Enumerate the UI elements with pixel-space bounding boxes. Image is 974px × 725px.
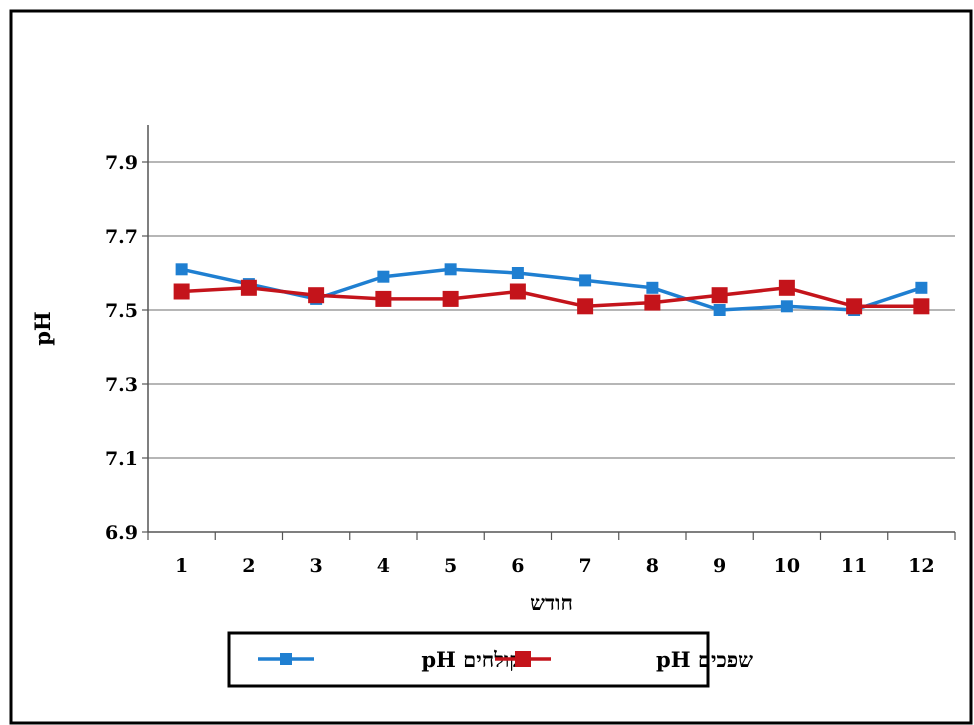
y-tick-label: 7.5 <box>105 300 138 322</box>
y-tick-label: 7.3 <box>105 374 138 396</box>
x-tick-label: 1 <box>175 555 188 577</box>
data-point <box>511 267 524 279</box>
x-tick-label: 9 <box>713 555 726 577</box>
x-tick-label: 12 <box>908 555 934 577</box>
y-tick-label: 6.9 <box>105 522 138 544</box>
data-point <box>846 298 863 315</box>
legend-items: pH קולחים pH שפכים <box>258 647 753 672</box>
y-tick-label: 7.7 <box>105 226 138 248</box>
data-point <box>240 279 257 296</box>
data-point <box>173 283 190 300</box>
x-axis-title: חודש <box>530 590 573 615</box>
data-point <box>577 298 594 315</box>
data-point <box>644 294 661 311</box>
series-line <box>181 267 922 312</box>
y-tick-label: 7.1 <box>105 448 138 470</box>
data-point <box>579 274 592 287</box>
x-tick-label: 6 <box>511 555 524 577</box>
data-point <box>778 279 795 296</box>
data-point <box>377 270 390 283</box>
x-tick-labels: 1 2 3 4 5 6 7 8 9 10 11 12 <box>147 532 956 577</box>
data-point <box>442 290 459 307</box>
y-tick-label: 7.9 <box>105 152 138 174</box>
data-point <box>915 281 928 294</box>
chart-frame <box>9 9 973 725</box>
x-tick-label: 7 <box>579 555 592 577</box>
data-point <box>308 287 325 304</box>
grid <box>148 161 955 459</box>
data-point <box>913 298 930 315</box>
legend: pH קולחים pH שפכים <box>227 631 753 688</box>
data-point <box>646 281 659 294</box>
x-tick-label: 4 <box>377 555 390 577</box>
data-point <box>509 283 526 300</box>
x-tick-label: 2 <box>242 555 255 577</box>
data-point <box>780 300 793 313</box>
series <box>173 263 930 316</box>
legend-marker <box>515 651 531 667</box>
x-tick-label: 10 <box>774 555 800 577</box>
series-2 <box>173 279 930 315</box>
x-tick-label: 8 <box>646 555 659 577</box>
y-tick-labels: 6.9 7.1 7.3 7.5 7.7 7.9 <box>105 152 148 544</box>
data-point <box>175 263 188 276</box>
data-point <box>713 304 726 316</box>
legend-marker <box>280 653 292 665</box>
legend-label: pH שפכים <box>656 647 753 672</box>
data-point <box>711 287 728 304</box>
data-point <box>375 290 392 307</box>
data-point <box>444 263 457 276</box>
x-tick-label: 5 <box>444 555 457 577</box>
y-axis-title: pH <box>30 311 55 346</box>
x-tick-label: 3 <box>310 555 323 577</box>
x-tick-label: 11 <box>841 555 867 577</box>
series-line <box>181 286 922 309</box>
